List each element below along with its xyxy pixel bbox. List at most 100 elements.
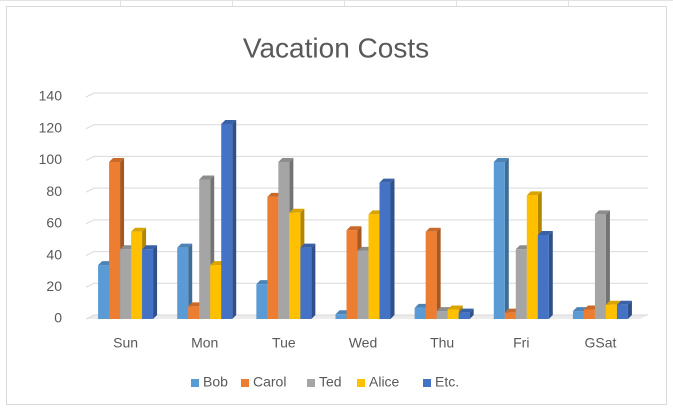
x-tick-label: Wed [349,335,378,351]
bar [267,196,279,319]
bar-top [221,119,237,124]
y-tick-label: 100 [39,151,63,167]
legend-label: Bob [203,374,228,390]
legend-label: Alice [369,374,400,390]
legend-swatch [307,379,315,387]
x-tick-label: Sun [113,335,138,351]
bar [572,311,584,319]
bar [300,247,312,319]
bar [425,231,437,319]
bar-side [627,300,632,319]
bar [221,123,233,319]
bar-top [594,210,610,215]
bar [504,312,516,319]
bar [583,309,595,319]
bar-top [199,175,215,180]
bar-top [142,245,158,250]
legend-label: Carol [253,374,286,390]
bar-top [278,158,294,163]
bar-top [447,305,463,310]
bar-side [390,178,395,319]
bar [142,249,154,319]
bar [368,214,380,319]
y-tick-label: 120 [39,119,63,135]
bar-top [177,243,193,248]
bar-top [300,243,316,248]
bar [526,195,538,319]
legend-label: Ted [319,374,342,390]
bar [436,311,448,319]
y-tick-label: 60 [46,215,62,231]
bar-top [537,230,553,235]
bar [98,265,110,319]
x-tick-label: GSat [584,335,616,351]
legend-swatch [357,379,365,387]
y-tick-label: 20 [46,278,62,294]
bar-side [469,308,474,319]
bar-top [526,191,542,196]
bar-top [605,300,621,305]
legend-label: Etc. [435,374,459,390]
bar-side [311,243,316,319]
bar [379,182,391,319]
bar [188,306,200,319]
y-tick-label: 40 [46,246,62,262]
legend-swatch [191,379,199,387]
y-tick-label: 0 [54,310,62,326]
bar [210,265,222,319]
bar-top [425,227,441,232]
x-tick-label: Tue [272,335,296,351]
bar-top [493,158,509,163]
bar [199,179,211,319]
bar [458,312,470,319]
bar-top [109,158,125,163]
bar [289,212,301,319]
bar [256,284,268,319]
grid-line [85,219,648,225]
x-tick-label: Fri [513,335,529,351]
bar [109,162,121,319]
bar [357,250,369,319]
bar-top [346,226,362,231]
chart-area [6,6,667,405]
bar-side [188,243,193,319]
bar-side [232,119,237,319]
grid-line [85,92,648,98]
bar [335,314,347,319]
bar-top [616,300,632,305]
bar [493,162,505,319]
bar-side [548,230,553,319]
bar [120,249,132,319]
bar [278,162,290,319]
bar-side [605,210,610,319]
bar [594,214,606,319]
grid-line [85,155,648,161]
bar-side [153,245,158,319]
x-tick-label: Thu [430,335,454,351]
bar [131,231,143,319]
bar [177,247,189,319]
bar [447,309,459,319]
bar-side [436,227,441,319]
grid-line [85,124,648,130]
chart-title: Vacation Costs [243,32,429,63]
legend-swatch [423,379,431,387]
sheet-grid [0,0,673,8]
bar [605,304,617,319]
bar [515,249,527,319]
bar [616,304,628,319]
x-tick-label: Mon [191,335,218,351]
bar-side [504,158,509,319]
grid-line [85,251,648,257]
grid-line [85,282,648,288]
y-tick-label: 80 [46,183,62,199]
bar [414,307,426,319]
bar [537,234,549,319]
bar [346,230,358,319]
bar-top [379,178,395,183]
bar-top [131,227,147,232]
grid-line [85,187,648,193]
bar-top [458,308,474,313]
